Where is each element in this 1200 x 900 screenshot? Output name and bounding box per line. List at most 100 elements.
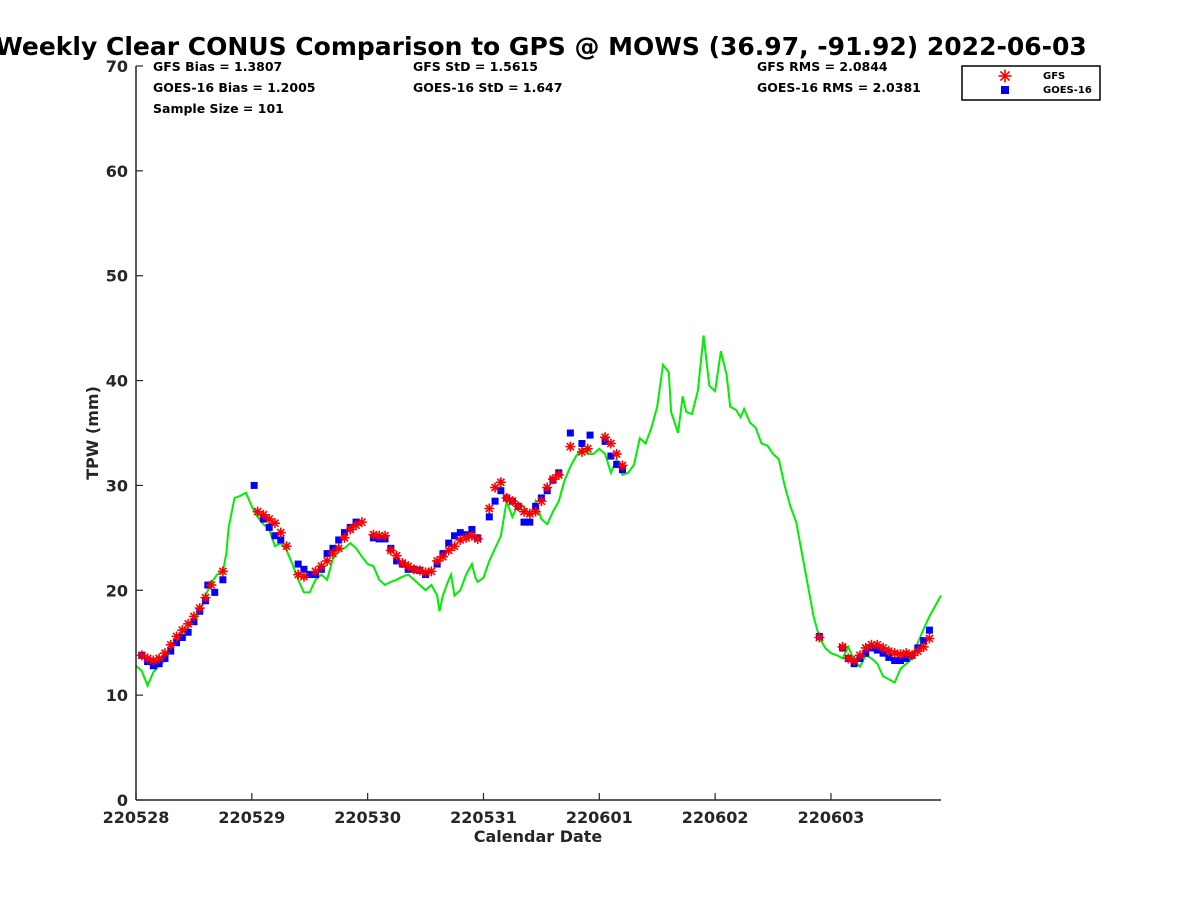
y-tick-label: 0 bbox=[117, 791, 128, 810]
goes16-point bbox=[300, 565, 308, 573]
y-tick-label: 60 bbox=[106, 162, 128, 181]
goes16-point bbox=[468, 525, 476, 533]
legend-gfs-marker bbox=[998, 69, 1012, 83]
gfs-point bbox=[443, 545, 454, 556]
goes16-point bbox=[526, 518, 534, 526]
gfs-point bbox=[217, 566, 228, 577]
stat-gfs-std: GFS StD = 1.5615 bbox=[413, 59, 538, 74]
goes16-point bbox=[250, 481, 258, 489]
stat-gfs-rms: GFS RMS = 2.0844 bbox=[757, 59, 888, 74]
legend-goes-square bbox=[1001, 86, 1009, 94]
gfs-point bbox=[426, 566, 437, 577]
gfs-point bbox=[611, 448, 622, 459]
stat-gfs-bias: GFS Bias = 1.3807 bbox=[153, 59, 282, 74]
goes16-point bbox=[271, 532, 279, 540]
x-tick-label: 220601 bbox=[566, 808, 633, 827]
goes16-point bbox=[155, 660, 163, 668]
gfs-point bbox=[449, 541, 460, 552]
gfs-point bbox=[484, 503, 495, 514]
goes16-point bbox=[920, 637, 928, 645]
goes16-point bbox=[520, 518, 528, 526]
gfs-point bbox=[171, 631, 182, 642]
gfs-point bbox=[889, 648, 900, 659]
legend: GFS GOES-16 bbox=[961, 65, 1101, 101]
gfs-point bbox=[617, 460, 628, 471]
gfs-point bbox=[918, 641, 929, 652]
goes16-point bbox=[456, 529, 464, 537]
legend-gfs-asterisk bbox=[998, 69, 1012, 83]
stat-goes-bias: GOES-16 Bias = 1.2005 bbox=[153, 80, 315, 95]
gfs-point bbox=[542, 482, 553, 493]
gfs-point bbox=[912, 646, 923, 657]
goes16-point bbox=[532, 502, 540, 510]
gfs-point bbox=[924, 633, 935, 644]
goes16-point bbox=[925, 626, 933, 634]
gfs-point bbox=[194, 603, 205, 614]
goes16-point bbox=[497, 487, 505, 495]
gfs-point bbox=[536, 496, 547, 507]
stat-sample-size: Sample Size = 101 bbox=[153, 101, 284, 116]
gfs-point bbox=[322, 555, 333, 566]
gfs-point bbox=[333, 543, 344, 554]
gfs-point bbox=[258, 509, 269, 520]
y-tick-label: 50 bbox=[106, 267, 128, 286]
goes16-point bbox=[149, 662, 157, 670]
gfs-point bbox=[582, 443, 593, 454]
gfs-point bbox=[600, 432, 611, 443]
x-tick-label: 220529 bbox=[218, 808, 285, 827]
y-tick-label: 40 bbox=[106, 372, 128, 391]
goes16-point bbox=[323, 550, 331, 558]
x-tick-label: 220603 bbox=[798, 808, 865, 827]
gfs-point bbox=[356, 517, 367, 528]
legend-label-gfs: GFS bbox=[1043, 71, 1065, 82]
gfs-point bbox=[472, 533, 483, 544]
goes16-point bbox=[879, 649, 887, 657]
axes: 0 10 20 30 40 50 60 70 220528 220529 220530 220531… bbox=[103, 57, 941, 827]
goes16-point bbox=[885, 653, 893, 661]
goes16-point bbox=[294, 560, 302, 568]
goes16-point bbox=[211, 588, 219, 596]
goes16-point bbox=[873, 646, 881, 654]
goes16-point bbox=[173, 639, 181, 647]
gfs-point bbox=[269, 518, 280, 529]
gfs-point bbox=[565, 441, 576, 452]
gfs-point bbox=[188, 611, 199, 622]
goes16-point bbox=[219, 576, 227, 584]
goes16-point bbox=[329, 544, 337, 552]
gfs-point bbox=[177, 625, 188, 636]
goes16-point bbox=[862, 649, 870, 657]
goes16-point bbox=[896, 657, 904, 665]
gfs-point bbox=[154, 653, 165, 664]
gfs-point bbox=[298, 571, 309, 582]
gfs-point bbox=[854, 650, 865, 661]
gfs-point bbox=[339, 532, 350, 543]
goes16-point bbox=[607, 452, 615, 460]
gfs-point bbox=[513, 501, 524, 512]
goes16-point bbox=[167, 647, 175, 655]
goes16-point bbox=[451, 532, 459, 540]
gfs-point bbox=[345, 524, 356, 535]
gfs-point bbox=[391, 550, 402, 561]
goes16-point bbox=[190, 618, 198, 626]
gfs-point bbox=[814, 632, 825, 643]
legend-label-goes: GOES-16 bbox=[1043, 85, 1092, 96]
goes16-point bbox=[335, 536, 343, 544]
gfs-point bbox=[183, 618, 194, 629]
gfs-point bbox=[264, 513, 275, 524]
x-tick-label: 220528 bbox=[103, 808, 170, 827]
gps-line bbox=[135, 335, 942, 689]
gfs-point bbox=[547, 474, 558, 485]
goes16-point bbox=[277, 536, 285, 544]
chart-title: Weekly Clear CONUS Comparison to GPS @ M… bbox=[0, 32, 1087, 61]
goes16-point bbox=[902, 654, 910, 662]
goes16-point bbox=[184, 628, 192, 636]
gfs-point bbox=[165, 639, 176, 650]
x-tick-label: 220531 bbox=[450, 808, 517, 827]
y-tick-label: 10 bbox=[106, 686, 128, 705]
gfs-point bbox=[159, 648, 170, 659]
gfs-point bbox=[200, 592, 211, 603]
gfs-point bbox=[380, 530, 391, 541]
goes16-point bbox=[306, 571, 314, 579]
y-tick-label: 20 bbox=[106, 581, 128, 600]
